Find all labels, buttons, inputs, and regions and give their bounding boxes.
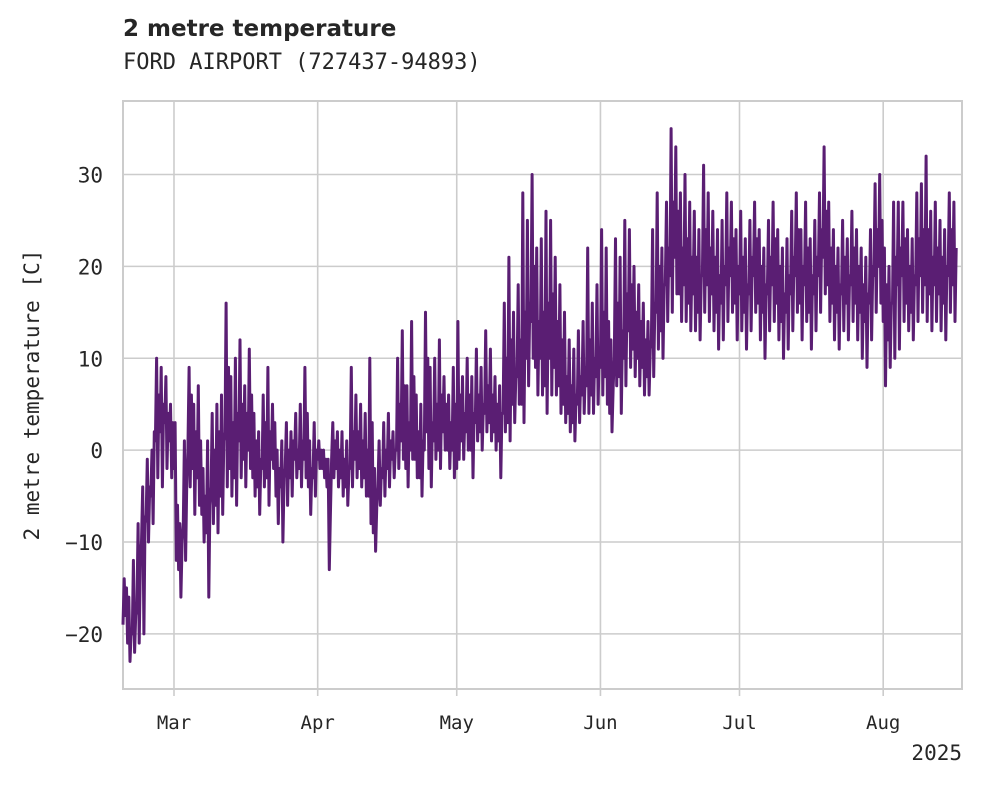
x-offset-label: 2025 bbox=[911, 741, 962, 765]
chart-title: 2 metre temperature bbox=[123, 16, 397, 42]
x-tick-label: Mar bbox=[157, 712, 191, 734]
x-tick-label: Jun bbox=[583, 712, 617, 734]
y-tick-label: 30 bbox=[78, 164, 103, 188]
x-tick-label: Jul bbox=[722, 712, 756, 734]
y-tick-label: −10 bbox=[65, 531, 103, 555]
x-tick-label: Apr bbox=[301, 712, 335, 734]
series-line bbox=[121, 127, 958, 663]
y-tick-label: 20 bbox=[78, 255, 103, 279]
chart-subtitle: FORD AIRPORT (727437-94893) bbox=[123, 50, 481, 75]
y-tick-label: −20 bbox=[65, 623, 103, 647]
x-tick-label: May bbox=[440, 712, 474, 734]
x-tick-label: Aug bbox=[866, 712, 900, 734]
y-tick-label: 10 bbox=[78, 347, 103, 371]
y-axis-label: 2 metre temperature [C] bbox=[20, 250, 44, 541]
y-tick-label: 0 bbox=[90, 439, 103, 463]
axes-frame bbox=[122, 100, 963, 690]
